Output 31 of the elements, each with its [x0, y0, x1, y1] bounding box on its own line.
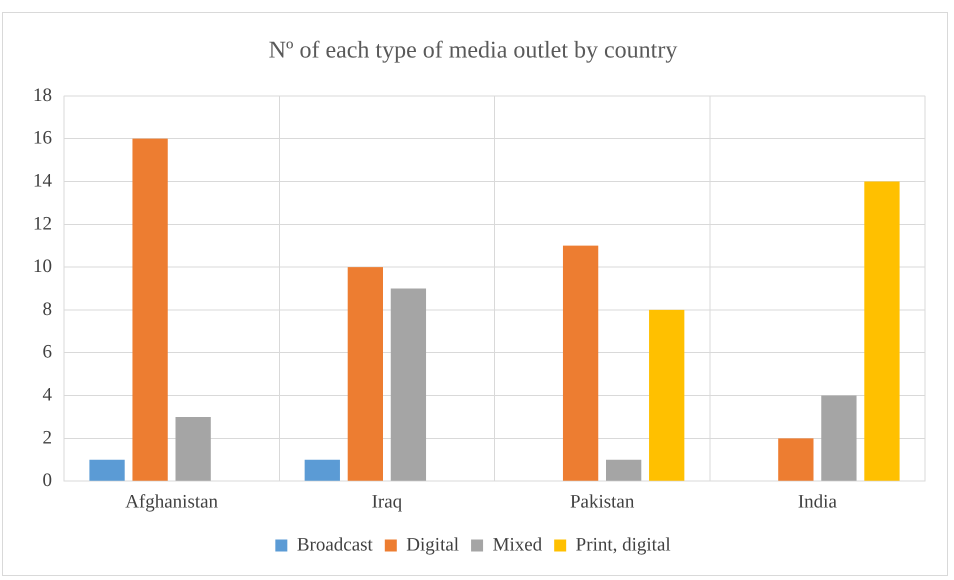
bar [304, 460, 340, 481]
legend-label: Broadcast [296, 534, 374, 556]
x-tick-label: India [798, 492, 838, 513]
y-tick-label: 16 [33, 128, 52, 149]
bar [89, 460, 125, 481]
y-tick-label: 2 [42, 427, 52, 448]
bar [390, 288, 426, 481]
x-tick-label: Iraq [372, 492, 403, 513]
y-tick-label: 12 [33, 213, 52, 234]
bar [778, 438, 814, 481]
y-tick-label: 0 [42, 470, 52, 492]
chart-title: Nº of each type of media outlet by country [268, 38, 678, 64]
y-tick-label: 10 [33, 256, 52, 278]
legend-label: Digital [406, 534, 460, 556]
legend-label: Mixed [492, 534, 543, 556]
bar [176, 416, 211, 481]
y-tick-label: 18 [33, 84, 52, 106]
y-tick-label: 6 [42, 342, 52, 363]
y-tick-label: 4 [42, 384, 52, 406]
bar [562, 246, 598, 481]
y-tick-label: 14 [33, 170, 52, 192]
bar [606, 460, 642, 481]
bar [864, 181, 900, 481]
bar [348, 267, 383, 481]
bar [821, 396, 857, 481]
y-tick-label: 8 [42, 298, 52, 320]
bar [132, 138, 168, 481]
bar [649, 310, 684, 481]
x-tick-label: Afghanistan [125, 492, 219, 513]
legend-label: Print, digital [576, 534, 671, 556]
x-tick-label: Pakistan [570, 492, 635, 513]
